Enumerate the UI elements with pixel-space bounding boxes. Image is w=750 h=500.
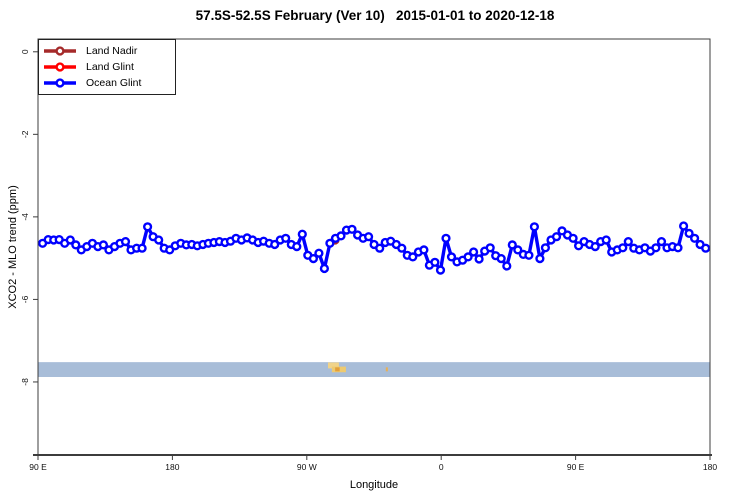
data-point	[463, 252, 473, 262]
ocean-glint-marker-icon	[44, 78, 76, 88]
data-point	[651, 243, 661, 253]
data-point	[601, 235, 611, 245]
data-point	[143, 222, 153, 232]
y-axis-label: XCO2 - MLO trend (ppm)	[7, 185, 19, 309]
page-title: 57.5S-52.5S February (Ver 10) 2015-01-01…	[195, 8, 555, 23]
data-point	[590, 242, 600, 252]
data-point	[120, 237, 131, 247]
data-point	[513, 245, 523, 255]
land-nadir-marker-icon	[44, 46, 76, 56]
data-point	[408, 252, 418, 262]
data-point	[507, 240, 517, 250]
data-point	[446, 252, 457, 262]
x-tick-label: 180	[165, 462, 179, 472]
data-point	[419, 245, 429, 255]
data-point	[435, 265, 446, 275]
data-point	[551, 232, 562, 242]
land-mark	[335, 367, 340, 372]
data-point	[308, 254, 319, 264]
data-point	[656, 237, 667, 247]
data-point	[524, 250, 534, 260]
data-point	[364, 232, 374, 242]
data-point	[154, 235, 164, 245]
x-tick-label: 0	[439, 462, 444, 472]
data-point	[297, 229, 307, 239]
legend-label: Land Nadir	[86, 45, 138, 57]
data-point	[347, 224, 357, 234]
data-point	[568, 233, 578, 243]
y-tick-label: -6	[20, 295, 30, 303]
data-point	[684, 228, 694, 239]
data-point	[270, 239, 280, 250]
data-point	[314, 248, 324, 258]
data-point	[430, 257, 440, 267]
data-point	[281, 233, 291, 243]
y-tick-label: -2	[20, 130, 30, 138]
data-point	[375, 243, 385, 253]
data-point	[673, 243, 683, 253]
data-point	[397, 243, 407, 253]
legend-label: Ocean Glint	[86, 77, 142, 89]
data-point	[485, 243, 495, 253]
data-point	[71, 240, 81, 250]
data-point	[496, 254, 506, 264]
x-tick-label: 180	[703, 462, 717, 472]
legend-label: Land Glint	[86, 61, 134, 73]
land-mark	[385, 367, 388, 372]
data-point	[137, 243, 147, 253]
legend-item-land-nadir: Land Nadir	[39, 44, 175, 59]
data-point	[292, 242, 302, 252]
latitude-map-strip	[38, 362, 710, 377]
data-point	[325, 238, 335, 248]
data-point	[701, 243, 711, 253]
data-point	[689, 233, 700, 243]
data-point	[319, 263, 330, 274]
data-point	[98, 240, 109, 250]
y-tick-label: -4	[20, 213, 30, 221]
y-tick-label: 0	[20, 49, 30, 54]
x-axis-label: Longitude	[349, 479, 399, 491]
data-point	[65, 235, 75, 245]
land-mark	[328, 362, 339, 369]
legend-item-land-glint: Land Glint	[39, 60, 175, 75]
data-point	[441, 233, 451, 243]
land-glint-marker-icon	[44, 62, 76, 72]
data-point	[529, 222, 540, 232]
x-tick-label: 90 E	[567, 462, 585, 472]
data-point	[535, 254, 545, 264]
legend-item-ocean-glint: Ocean Glint	[39, 76, 175, 91]
data-point	[618, 243, 628, 253]
y-tick-label: -8	[20, 378, 30, 386]
x-tick-label: 90 E	[29, 462, 47, 472]
data-point	[469, 247, 479, 257]
x-tick-label: 90 W	[297, 462, 317, 472]
data-point	[540, 243, 551, 253]
legend: Land Nadir Land Glint Ocean Glint	[38, 39, 176, 95]
data-point	[623, 237, 633, 247]
data-point	[678, 221, 689, 231]
data-point	[502, 261, 512, 271]
data-point	[336, 231, 346, 241]
data-point	[474, 254, 484, 264]
